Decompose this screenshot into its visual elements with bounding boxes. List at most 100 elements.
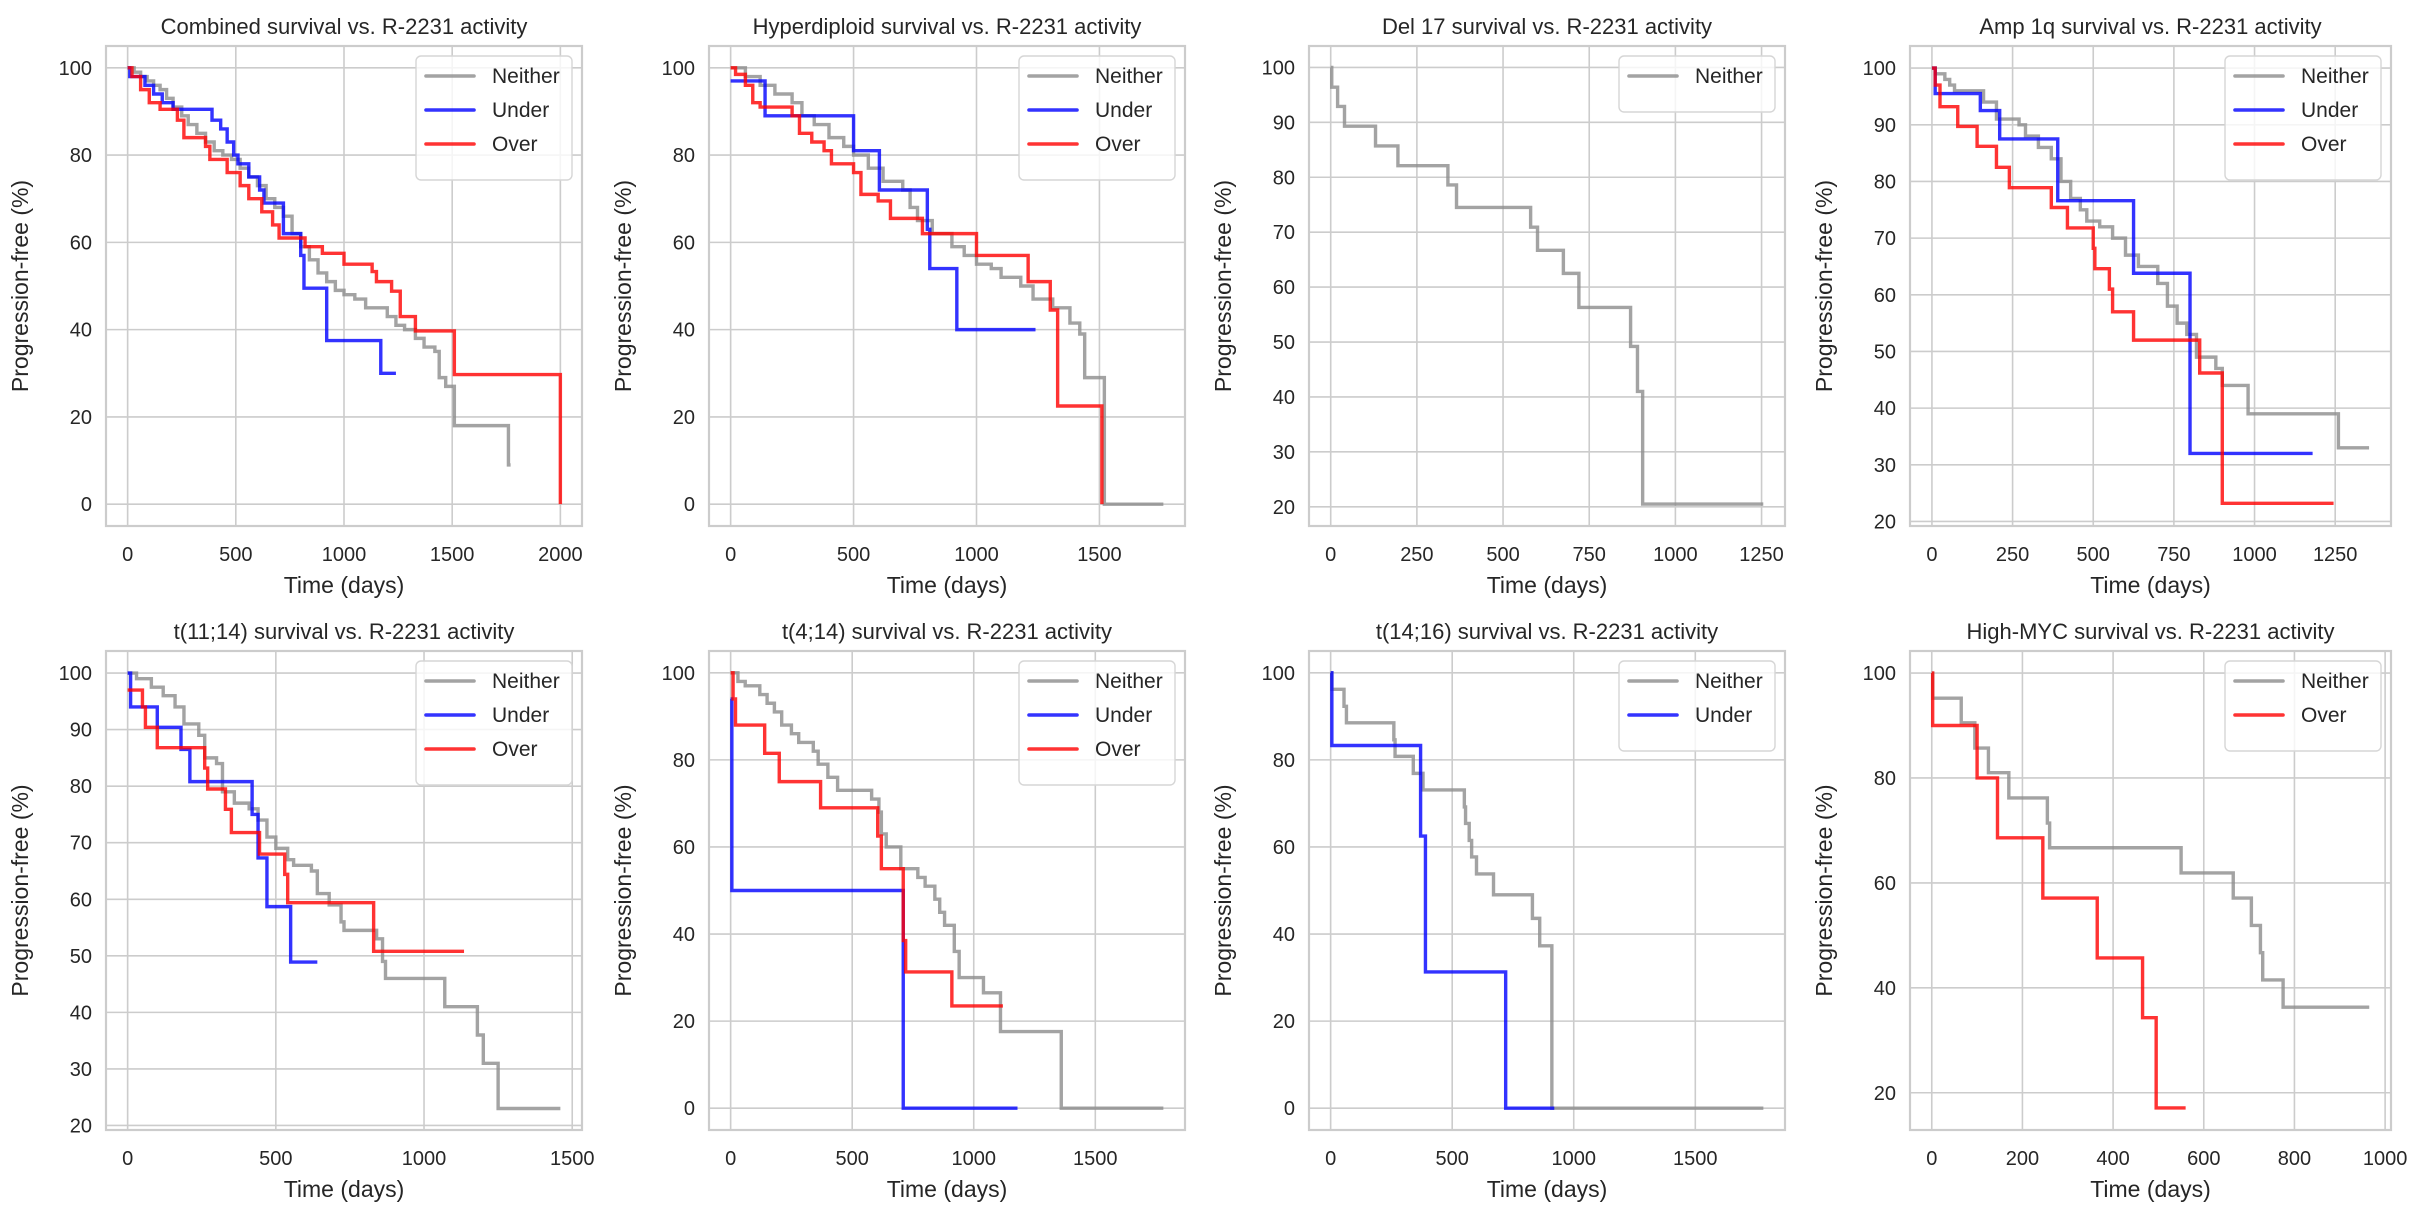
x-tick-label: 1000	[322, 544, 367, 566]
axes-frame	[707, 44, 1187, 528]
y-tick-label: 80	[70, 145, 92, 167]
curve-under	[127, 66, 396, 375]
y-tick-label: 0	[1284, 1098, 1295, 1120]
x-axis-label: Time (days)	[887, 1176, 1008, 1202]
axes-frame	[707, 649, 1187, 1132]
subplot-del-17: 0 250 500 750 1000 1250 20 30 40 50 60 70 80 90 100 Del…	[1210, 14, 1787, 598]
x-tick-label: 500	[1486, 544, 1519, 566]
y-tick-label: 70	[70, 833, 92, 855]
legend: Neither Under Over	[415, 660, 573, 786]
y-tick-label: 60	[1874, 873, 1896, 895]
y-tick-label: 40	[1273, 387, 1295, 409]
legend-item-over: Over	[2233, 704, 2347, 727]
y-tick-label: 80	[1874, 171, 1896, 193]
x-tick-label: 1250	[1739, 544, 1784, 566]
gridlines	[1910, 46, 2391, 526]
x-tick-label: 500	[1436, 1148, 1469, 1170]
legend-label: Over	[2301, 704, 2347, 727]
subplot-t-11-14: 0 500 1000 1500 20 30 40 50 60 70 80 90 100 t(11;14) …	[7, 619, 594, 1202]
x-tick-label: 1000	[2363, 1148, 2408, 1170]
x-tick-label: 1500	[430, 544, 475, 566]
x-tick-label: 1000	[951, 1148, 996, 1170]
x-tick-label: 1000	[954, 544, 999, 566]
legend: Neither Under Over	[1018, 660, 1176, 786]
gridlines	[106, 651, 582, 1130]
legend-label: Under	[1095, 704, 1152, 727]
y-tick-label: 80	[673, 145, 695, 167]
legend-label: Neither	[1095, 670, 1163, 693]
y-tick-label: 20	[70, 407, 92, 429]
chart-title: t(4;14) survival vs. R-2231 activity	[782, 619, 1112, 644]
x-tick-label: 400	[2096, 1148, 2129, 1170]
x-tick-label: 500	[836, 1148, 869, 1170]
y-axis-label: Progression-free (%)	[1210, 180, 1236, 392]
survival-curves	[127, 671, 561, 1111]
legend-box	[1618, 660, 1776, 752]
legend-box	[1018, 660, 1176, 786]
subplot-combined: 0 500 1000 1500 2000 0 20 40 60 80 100 Combined sur…	[7, 14, 584, 598]
x-tick-label: 250	[1400, 544, 1433, 566]
legend-item-under: Under	[1027, 99, 1152, 122]
legend-item-over: Over	[424, 133, 538, 156]
legend-label: Under	[1095, 99, 1152, 122]
curve-over	[127, 66, 563, 505]
y-tick-label: 90	[1273, 112, 1295, 134]
curve-over	[1930, 671, 2186, 1110]
chart-title: Amp 1q survival vs. R-2231 activity	[1979, 14, 2321, 39]
gridlines	[1309, 46, 1785, 526]
y-tick-label: 40	[673, 924, 695, 946]
y-tick-label: 0	[684, 1098, 695, 1120]
legend: Neither Under Over	[1018, 55, 1176, 181]
axes-frame	[1908, 649, 2393, 1132]
y-axis-label: Progression-free (%)	[1811, 180, 1837, 392]
y-tick-label: 80	[70, 776, 92, 798]
legend: Neither Under Over	[415, 55, 573, 181]
x-axis-label: Time (days)	[2090, 1176, 2211, 1202]
legend-item-under: Under	[2233, 99, 2358, 122]
legend-label: Over	[2301, 133, 2347, 156]
x-tick-label: 800	[2278, 1148, 2311, 1170]
x-tick-label: 250	[1996, 544, 2029, 566]
x-axis-label: Time (days)	[1487, 1176, 1608, 1202]
y-tick-label: 60	[673, 232, 695, 254]
legend-label: Over	[492, 133, 538, 156]
x-axis-label: Time (days)	[2090, 572, 2211, 598]
y-tick-label: 20	[1874, 511, 1896, 533]
x-tick-label: 500	[219, 544, 252, 566]
legend-item-neither: Neither	[1627, 65, 1763, 88]
legend-label: Over	[1095, 738, 1141, 761]
x-tick-label: 1000	[1551, 1148, 1596, 1170]
y-tick-label: 30	[1874, 455, 1896, 477]
y-tick-label: 40	[673, 320, 695, 342]
x-tick-label: 600	[2187, 1148, 2220, 1170]
x-tick-label: 1250	[2313, 544, 2358, 566]
x-tick-label: 1500	[1673, 1148, 1718, 1170]
y-tick-label: 0	[81, 494, 92, 516]
legend-item-under: Under	[1027, 704, 1152, 727]
legend-label: Neither	[492, 670, 560, 693]
legend: Neither	[1618, 55, 1776, 113]
curve-neither	[1931, 66, 2370, 450]
legend-item-over: Over	[1027, 133, 1141, 156]
legend-box	[415, 660, 573, 786]
chart-title: t(11;14) survival vs. R-2231 activity	[174, 619, 515, 644]
legend-item-under: Under	[424, 99, 549, 122]
y-axis-label: Progression-free (%)	[610, 784, 636, 996]
y-axis-label: Progression-free (%)	[7, 784, 33, 996]
survival-curves	[1330, 671, 1764, 1110]
survival-curves	[127, 66, 563, 505]
curve-under	[1330, 671, 1555, 1110]
y-tick-label: 70	[1874, 228, 1896, 250]
legend-item-over: Over	[2233, 133, 2347, 156]
x-tick-label: 750	[2157, 544, 2190, 566]
y-tick-label: 100	[662, 663, 695, 685]
y-tick-label: 80	[1273, 750, 1295, 772]
legend-label: Neither	[492, 65, 560, 88]
legend-box	[1618, 55, 1776, 113]
curve-neither	[1330, 65, 1764, 506]
x-axis-label: Time (days)	[887, 572, 1008, 598]
axes-frame	[1908, 44, 2393, 528]
curve-under	[1931, 66, 2313, 456]
legend-item-neither: Neither	[424, 670, 560, 693]
